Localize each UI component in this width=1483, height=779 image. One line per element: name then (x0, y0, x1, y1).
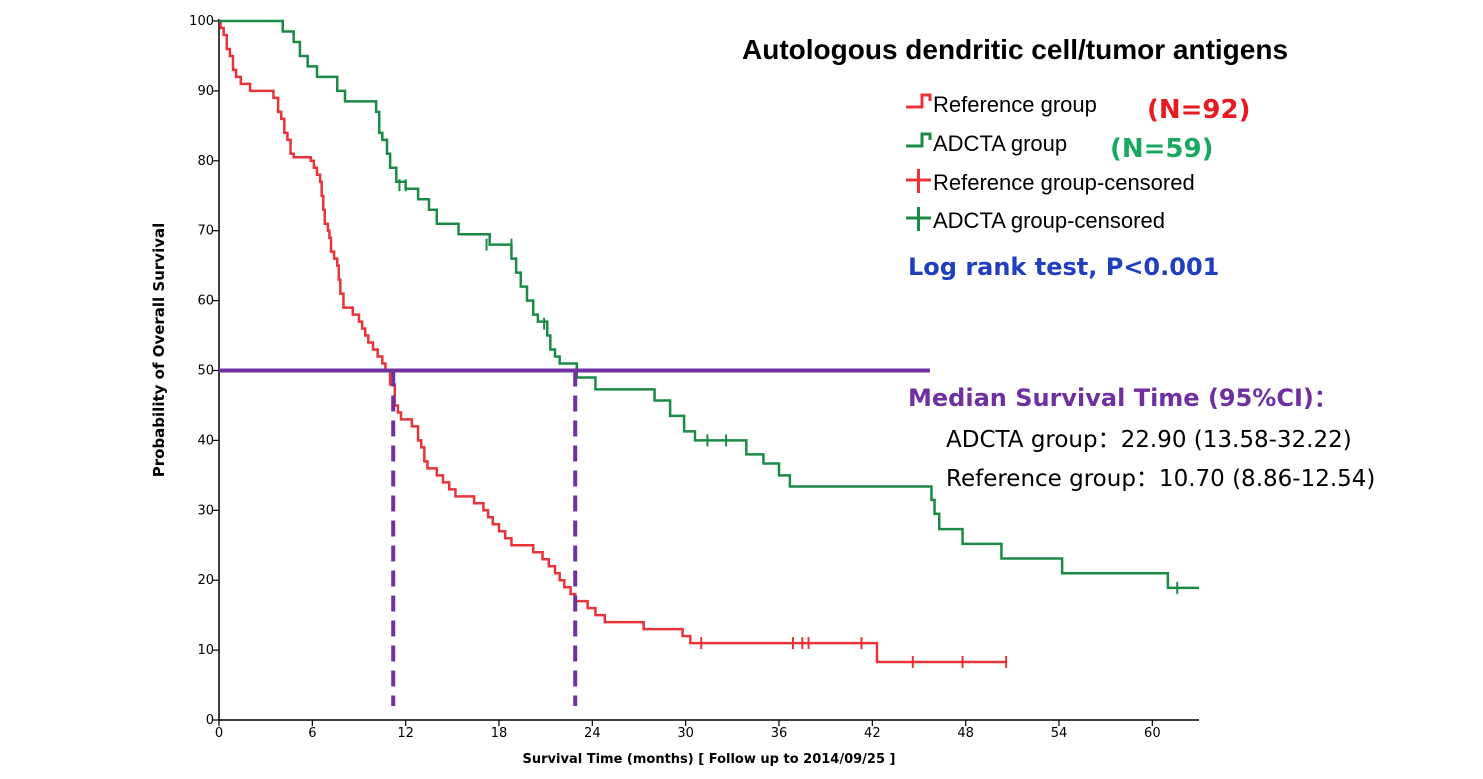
x-tick-label: 36 (771, 726, 788, 741)
y-tick-label: 80 (197, 154, 214, 169)
axes: 0 10 20 30 40 50 60 70 80 90 100 0 6 12 18 24 30 36 42 48 54… (189, 14, 1199, 741)
legend-item-adcta-censored: ADCTA group-censored (906, 207, 1165, 233)
y-tick-label: 50 (197, 364, 214, 379)
legend-item-adcta: ADCTA group (906, 131, 1067, 156)
x-tick-label: 42 (864, 726, 881, 741)
x-tick-label: 48 (957, 726, 974, 741)
x-tick-label: 24 (584, 726, 601, 741)
x-tick-label: 60 (1144, 726, 1161, 741)
legend-plus-symbol-reference (906, 169, 931, 193)
y-tick-label: 70 (197, 224, 214, 239)
median-lines (219, 368, 930, 706)
x-tick-label: 0 (215, 726, 223, 741)
y-tick-label: 100 (189, 14, 214, 29)
x-axis-label: Survival Time (months) [ Follow up to 20… (523, 752, 896, 767)
chart-title: Autologous dendritic cell/tumor antigens (742, 34, 1288, 65)
legend-label-adcta-censored: ADCTA group-censored (933, 208, 1165, 233)
y-tick-label: 20 (197, 573, 214, 588)
y-tick-label: 40 (197, 433, 214, 448)
median-survival-title: Median Survival Time (95%CI)： (908, 384, 1338, 412)
y-tick-label: 90 (197, 84, 214, 99)
x-tick-label: 6 (308, 726, 316, 741)
y-axis-label: Probability of Overall Survival (150, 223, 168, 478)
median-adcta-line: ADCTA group：22.90 (13.58-32.22) (946, 427, 1352, 453)
x-tick-label: 54 (1051, 726, 1068, 741)
legend: Reference group ADCTA group Reference gr… (906, 92, 1195, 233)
adcta-n-label: (N=59) (1110, 134, 1214, 164)
y-tick-label: 60 (197, 294, 214, 309)
median-reference-line: Reference group：10.70 (8.86-12.54) (946, 466, 1375, 492)
log-rank-text: Log rank test, P<0.001 (908, 253, 1219, 281)
legend-item-reference: Reference group (906, 92, 1097, 117)
x-tick-label: 12 (397, 726, 414, 741)
y-tick-label: 30 (197, 503, 214, 518)
series-group (219, 19, 1199, 668)
x-tick-label: 30 (677, 726, 694, 741)
survival-curve-reference (219, 19, 1007, 664)
x-tick-label: 18 (491, 726, 508, 741)
legend-step-symbol-adcta (906, 132, 932, 148)
legend-step-symbol-reference (906, 93, 932, 109)
legend-plus-symbol-adcta (906, 207, 931, 231)
legend-label-adcta: ADCTA group (933, 131, 1067, 156)
survival-curve-adcta (219, 19, 1199, 590)
reference-n-label: (N=92) (1147, 95, 1251, 125)
y-tick-label: 10 (197, 643, 214, 658)
legend-label-reference: Reference group (933, 92, 1097, 117)
legend-item-reference-censored: Reference group-censored (906, 169, 1195, 195)
y-tick-label: 0 (206, 713, 214, 728)
legend-label-reference-censored: Reference group-censored (933, 170, 1195, 195)
